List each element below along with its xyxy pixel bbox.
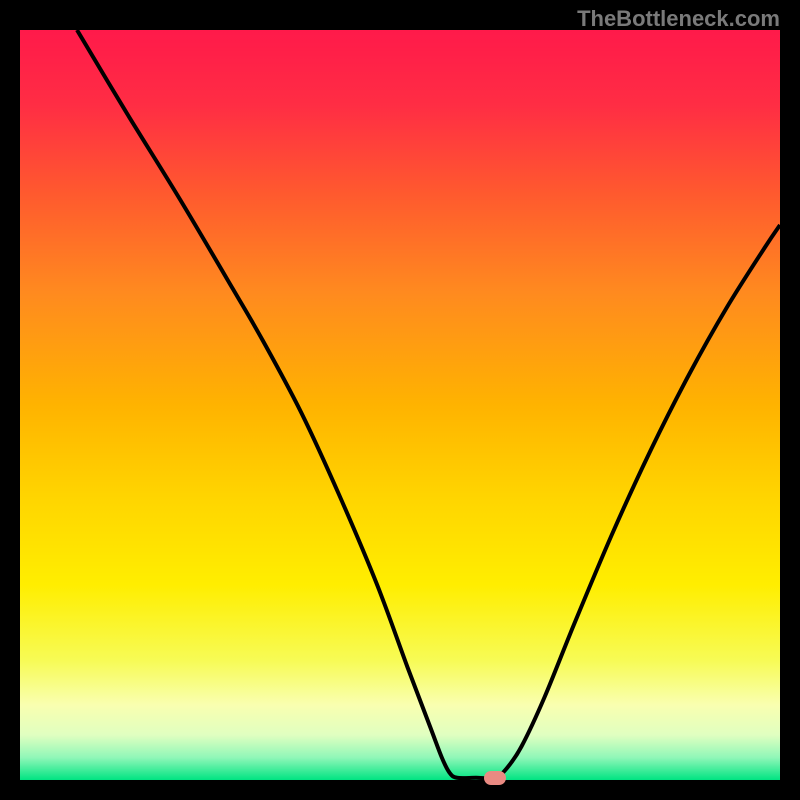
plot-area <box>20 30 780 780</box>
chart-curve <box>20 30 780 780</box>
bottleneck-marker <box>484 771 506 785</box>
watermark-text: TheBottleneck.com <box>577 6 780 32</box>
